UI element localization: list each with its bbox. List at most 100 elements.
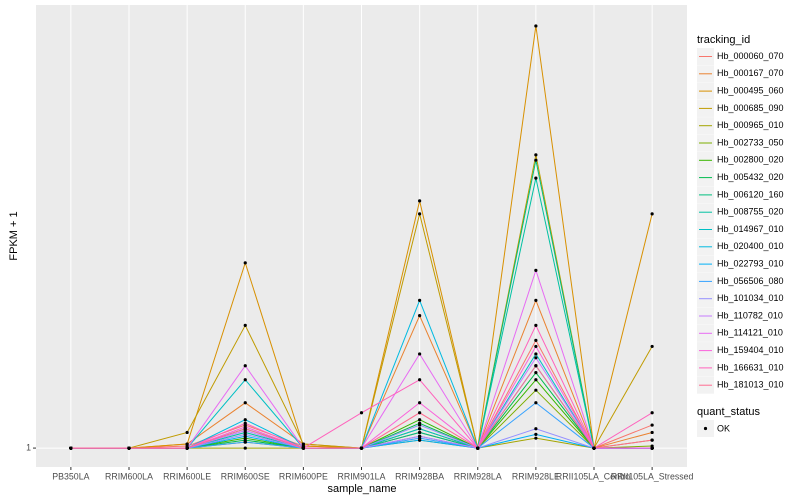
legend-title: tracking_id	[697, 34, 750, 46]
data-point	[650, 212, 654, 216]
data-point	[243, 427, 247, 431]
data-point	[534, 158, 538, 162]
x-tick-label: RRIM600PE	[279, 471, 328, 481]
legend-label: Hb_006120_160	[717, 189, 784, 199]
x-tick-label: RRIM901LA	[338, 471, 386, 481]
x-tick-label: RRIM928BA	[395, 471, 444, 481]
legend-label: Hb_101034_010	[717, 293, 784, 303]
data-point	[243, 418, 247, 422]
legend-label: Hb_114121_010	[717, 328, 783, 338]
data-point	[650, 411, 654, 415]
data-point	[418, 378, 422, 382]
data-point	[534, 352, 538, 356]
data-point	[534, 298, 538, 302]
legend-label: Hb_002733_050	[717, 137, 784, 147]
data-point	[534, 356, 538, 360]
data-point	[650, 446, 654, 450]
data-point	[418, 352, 422, 356]
x-tick-label: RRIM600SE	[221, 471, 270, 481]
legend-label: Hb_005432_020	[717, 172, 784, 182]
legend-label: Hb_000965_010	[717, 120, 784, 130]
legend-label: Hb_166631_010	[717, 362, 784, 372]
x-tick-label: RRIM600LA	[105, 471, 153, 481]
data-point	[418, 298, 422, 302]
data-point	[418, 411, 422, 415]
legend-label: Hb_014967_010	[717, 224, 784, 234]
data-point	[592, 446, 596, 450]
data-point	[650, 423, 654, 427]
legend-label: Hb_000060_070	[717, 51, 784, 61]
data-point	[534, 401, 538, 405]
legend-label: Hb_181013_010	[717, 380, 784, 390]
data-point	[534, 338, 538, 342]
data-point	[534, 268, 538, 272]
data-point	[650, 344, 654, 349]
data-point	[534, 371, 538, 375]
data-point	[650, 438, 654, 442]
data-point	[301, 446, 305, 450]
legend-label: Hb_000685_090	[717, 103, 784, 113]
data-point	[534, 388, 538, 392]
data-point	[301, 442, 305, 446]
data-point	[418, 418, 422, 422]
data-point	[534, 427, 538, 431]
x-tick-label: RRIM600LE	[163, 471, 211, 481]
data-point	[243, 446, 247, 450]
legend-label: Hb_008755_020	[717, 207, 784, 217]
data-point	[418, 401, 422, 405]
x-tick-label: RRIM928LE	[512, 471, 560, 481]
data-point	[243, 401, 247, 405]
point-legend-label: OK	[717, 423, 730, 433]
data-point	[69, 446, 73, 450]
data-point	[418, 427, 422, 431]
data-point	[534, 323, 538, 328]
data-point	[243, 323, 247, 328]
legend-label: Hb_110782_010	[717, 310, 783, 320]
x-axis-label: sample_name	[327, 483, 396, 495]
data-point	[418, 434, 422, 438]
data-point	[127, 446, 131, 450]
legend-point	[703, 426, 708, 431]
x-tick-label: RRII105LA_Stressed	[611, 471, 694, 481]
legend-label: Hb_022793_010	[717, 258, 784, 268]
x-tick-label: RRIM928LA	[454, 471, 502, 481]
data-point	[185, 446, 189, 450]
point-legend-title: quant_status	[697, 406, 760, 418]
y-axis-label: FPKM + 1	[8, 211, 20, 260]
data-point	[185, 442, 189, 446]
data-point	[650, 430, 654, 435]
x-tick-label: RRII105LA_Control	[556, 471, 632, 481]
data-point	[243, 378, 247, 382]
data-point	[534, 436, 538, 440]
legend-label: Hb_000167_070	[717, 68, 784, 78]
data-point	[243, 364, 247, 368]
data-point	[534, 432, 538, 436]
data-point	[534, 24, 538, 28]
data-point	[534, 176, 538, 180]
data-point	[534, 153, 538, 157]
data-point	[418, 314, 422, 318]
data-point	[359, 411, 364, 415]
legend-label: Hb_056506_080	[717, 276, 784, 286]
data-point	[534, 364, 538, 368]
legend-label: Hb_002800_020	[717, 155, 784, 165]
legend-label: Hb_020400_010	[717, 241, 784, 251]
data-point	[476, 446, 480, 450]
x-tick-label: PB350LA	[52, 471, 89, 481]
data-point	[534, 344, 538, 349]
data-point	[418, 430, 422, 435]
data-point	[418, 199, 422, 203]
data-point	[418, 423, 422, 427]
data-point	[534, 378, 538, 382]
y-tick-label: 1	[26, 442, 31, 452]
data-point	[243, 261, 247, 265]
data-point	[243, 421, 247, 425]
data-point	[243, 432, 247, 436]
legend-label: Hb_159404_010	[717, 345, 784, 355]
data-point	[243, 440, 247, 444]
data-point	[418, 212, 422, 216]
data-point	[185, 430, 189, 435]
legend-label: Hb_000495_060	[717, 85, 784, 95]
data-point	[359, 446, 364, 450]
